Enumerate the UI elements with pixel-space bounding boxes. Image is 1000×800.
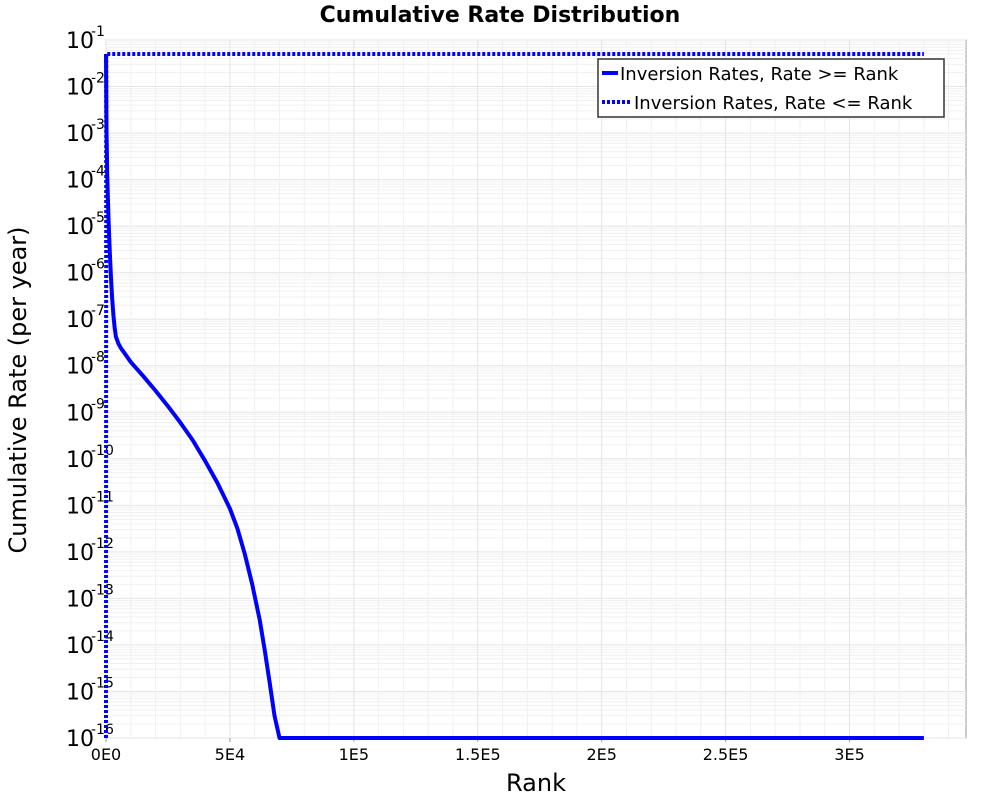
legend-label-rate-ge-rank: Inversion Rates, Rate >= Rank <box>620 64 899 85</box>
y-tick-base: 10 <box>66 262 94 287</box>
y-tick-base: 10 <box>66 169 94 194</box>
y-tick-base: 10 <box>66 401 94 426</box>
y-tick-base: 10 <box>66 355 94 380</box>
y-tick-exponent: -6 <box>91 257 105 273</box>
y-tick-exponent: -14 <box>91 629 114 645</box>
y-tick: 10-13 <box>66 582 114 612</box>
series-line-rate-le-rank <box>104 52 924 739</box>
x-tick-label: 5E4 <box>215 745 245 764</box>
y-tick-exponent: -13 <box>91 582 114 598</box>
y-tick-base: 10 <box>66 76 94 101</box>
y-axis-ticks: 10-110-210-310-410-510-610-710-810-910-1… <box>66 24 114 752</box>
y-tick: 10-6 <box>66 257 105 287</box>
legend-label-rate-le-rank: Inversion Rates, Rate <= Rank <box>634 93 913 114</box>
legend: Inversion Rates, Rate >= Rank Inversion … <box>597 58 945 118</box>
x-tick-label: 1E5 <box>339 745 369 764</box>
y-tick: 10-5 <box>66 210 105 240</box>
y-tick-exponent: -9 <box>91 396 105 412</box>
y-tick: 10-10 <box>66 443 114 473</box>
y-tick-base: 10 <box>66 215 94 240</box>
y-tick: 10-3 <box>66 117 105 147</box>
x-tick-label: 1.5E5 <box>455 745 501 764</box>
legend-box <box>597 58 945 118</box>
x-tick-label: 2E5 <box>586 745 616 764</box>
y-tick: 10-12 <box>66 536 114 566</box>
grid <box>105 39 966 739</box>
y-tick-exponent: -12 <box>91 536 114 552</box>
x-axis-ticks: 0E0 5E4 1E5 1.5E5 2E5 2.5E5 3E5 <box>91 738 865 764</box>
y-tick-base: 10 <box>66 122 94 147</box>
y-tick: 10-4 <box>66 164 105 194</box>
y-tick: 10-9 <box>66 396 105 426</box>
y-tick: 10-14 <box>66 629 114 659</box>
y-tick-exponent: -3 <box>91 117 105 133</box>
y-tick-base: 10 <box>66 308 94 333</box>
y-tick: 10-8 <box>66 350 105 380</box>
y-tick: 10-15 <box>66 675 114 705</box>
y-tick-exponent: -1 <box>91 24 105 40</box>
y-tick-base: 10 <box>66 727 94 752</box>
x-tick-label: 3E5 <box>834 745 864 764</box>
y-tick-base: 10 <box>66 29 94 54</box>
chart-title: Cumulative Rate Distribution <box>320 3 681 28</box>
y-tick: 10-1 <box>66 24 105 54</box>
y-tick-exponent: -10 <box>91 443 114 459</box>
y-tick-exponent: -5 <box>91 210 105 226</box>
y-tick-exponent: -11 <box>91 489 114 505</box>
y-tick-exponent: -2 <box>91 71 105 87</box>
y-tick-base: 10 <box>66 494 94 519</box>
x-tick-label: 0E0 <box>91 745 121 764</box>
y-tick-exponent: -8 <box>91 350 105 366</box>
x-axis-label: Rank <box>506 769 566 797</box>
y-tick: 10-11 <box>66 489 114 519</box>
y-axis-label: Cumulative Rate (per year) <box>4 226 32 553</box>
y-tick-base: 10 <box>66 680 94 705</box>
series-line-rate-ge-rank <box>104 53 924 740</box>
y-tick-exponent: -15 <box>91 675 114 691</box>
x-tick-label: 2.5E5 <box>703 745 749 764</box>
y-tick-base: 10 <box>66 634 94 659</box>
series-group <box>104 52 924 740</box>
y-tick: 10-7 <box>66 303 105 333</box>
y-tick-base: 10 <box>66 448 94 473</box>
y-tick-base: 10 <box>66 541 94 566</box>
y-tick-exponent: -4 <box>91 164 105 180</box>
y-tick-exponent: -7 <box>91 303 105 319</box>
y-tick-exponent: -16 <box>91 722 114 738</box>
y-tick: 10-16 <box>66 722 114 752</box>
y-tick: 10-2 <box>66 71 105 101</box>
plot-area <box>105 39 967 739</box>
y-tick-base: 10 <box>66 587 94 612</box>
